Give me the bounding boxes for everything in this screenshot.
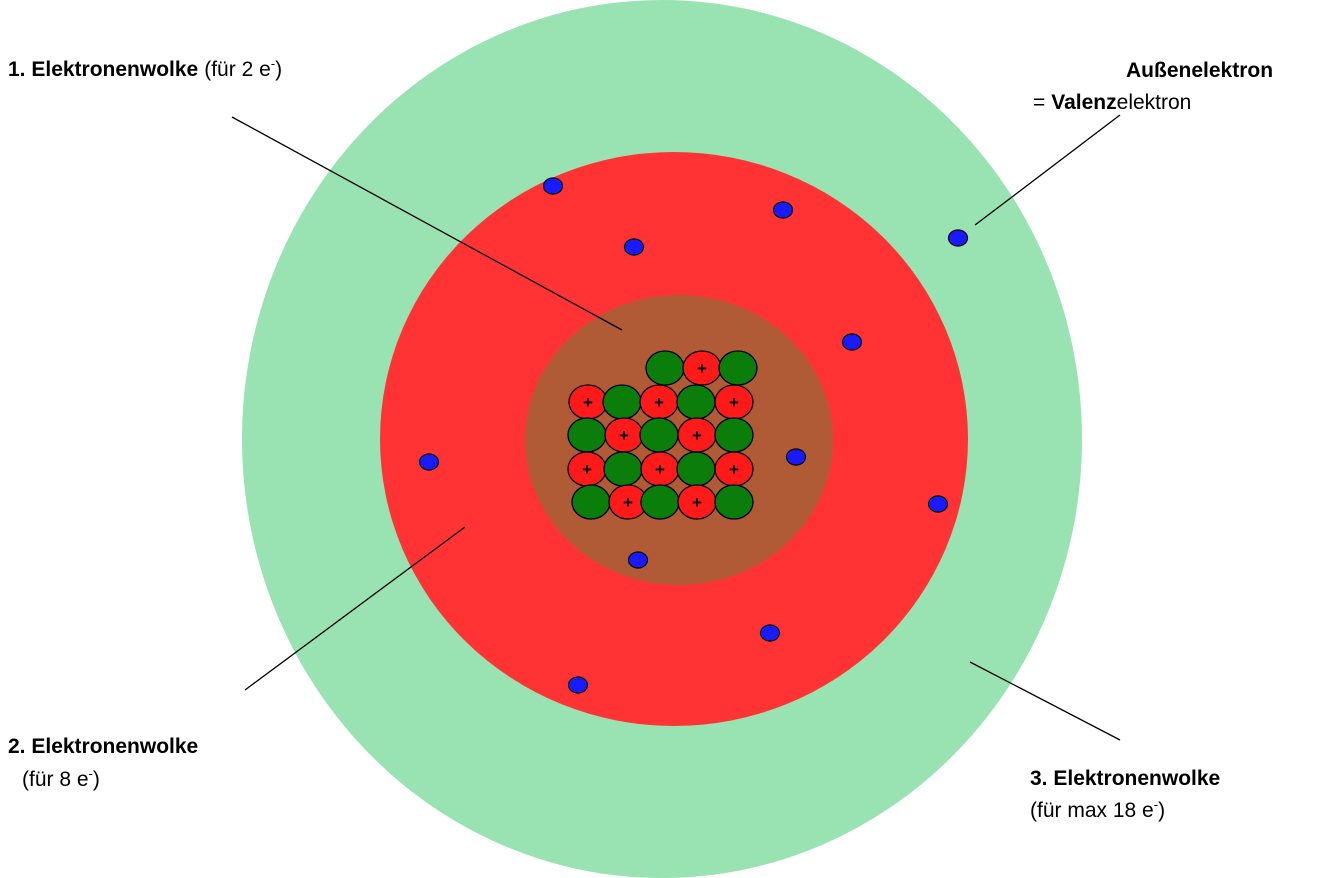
proton-sign: + [619,426,629,445]
paren: ) [275,58,282,81]
proton-sign: + [654,393,664,412]
neutron [639,417,679,453]
proton-sign: + [692,493,702,512]
neutron [602,384,642,420]
neutron [714,484,754,520]
electron [627,551,649,569]
cloud-title: 2. Elektronenwolke [8,735,198,758]
pointer-line [969,661,1121,741]
neutron [676,451,716,487]
proton-sign: + [582,460,592,479]
proton-sign: + [623,493,633,512]
electrons [418,177,969,694]
electron [567,676,589,694]
neutron [571,484,611,520]
cloud-capacity: (für 2 e [204,58,271,81]
cloud-title: 3. Elektronenwolke [1030,767,1220,790]
neutron [718,350,758,386]
cloud-title: 1. Elektronenwolke [8,58,198,81]
valence-title: Außenelektron [1126,59,1273,82]
electron [542,177,564,195]
electron [623,238,645,256]
valence-label: = Valenzelektron [1033,91,1191,114]
proton-sign: + [729,393,739,412]
electron [927,495,949,513]
neutron [714,417,754,453]
nucleus: + + + + + + + + + + + [567,350,758,520]
cloud-label: (für 8 e-) [22,766,100,791]
neutron [645,350,685,386]
electron [772,201,794,219]
electron [418,453,440,471]
cloud-capacity: (für 8 e [22,768,89,791]
cloud-label: (für max 18 e-) [1030,797,1165,822]
charge: - [89,766,93,781]
equals: = [1033,91,1045,114]
cloud-capacity: (für max 18 e [1030,799,1154,822]
pointer-line [231,116,623,331]
electron [759,624,781,642]
neutron [567,417,607,453]
proton-sign: + [655,460,665,479]
paren: ) [93,768,100,791]
paren: ) [1158,799,1165,822]
valence-bold: Valenz [1051,91,1116,114]
pointer-line [244,526,466,691]
proton-sign: + [697,359,707,378]
neutron [640,484,680,520]
electron [841,333,863,351]
electron [785,448,807,466]
charge: - [271,56,275,71]
proton-sign: + [729,460,739,479]
pointer-line [974,114,1121,226]
proton-sign: + [692,426,702,445]
charge: - [1154,797,1158,812]
cloud-label: 1. Elektronenwolke (für 2 e-) [8,56,282,81]
proton-sign: + [583,393,593,412]
neutron [603,451,643,487]
valence-rest: elektron [1117,91,1192,114]
neutron [676,384,716,420]
electron [947,229,969,247]
